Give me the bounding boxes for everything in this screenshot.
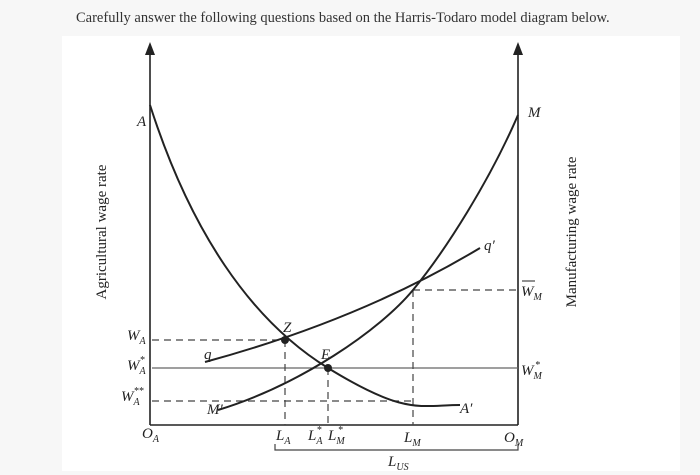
label: LM* [327,425,345,447]
label: WM [521,284,543,303]
label-part: A [133,397,141,408]
label-part: A [315,436,323,447]
label: M′ [206,402,223,418]
label: WA* [127,355,147,377]
label-part: L [403,430,412,446]
label-part: A [152,434,160,445]
guides [152,289,519,451]
label: M [527,105,542,121]
label-part: W [127,358,141,374]
arrow [145,42,155,55]
point-z [281,336,289,344]
label: LM [403,430,421,449]
label-part: O [504,430,515,446]
label: A′ [459,401,473,417]
label: q′ [484,238,496,254]
label: LUS [387,454,409,473]
label-part: * [316,425,321,436]
label-part: L [327,428,336,444]
label-part: W [121,389,135,405]
curve-mm [217,114,519,411]
label-part: W [521,284,535,300]
label-part: M [514,438,524,449]
label-part: L [307,428,316,444]
question: Carefully answer the following questions… [76,10,610,26]
label-part: M [533,371,543,382]
label-part: M [411,438,421,449]
label-part: US [396,462,408,473]
label-part: M [335,436,345,447]
label: OM [504,430,524,449]
label-part: W [127,328,141,344]
label-part: A [139,366,147,377]
label-part: * [535,360,540,371]
right-axis-title: Manufacturing wage rate [564,156,580,307]
label: WA [127,328,147,347]
label-part: M [533,292,543,303]
label-part: * [338,425,343,436]
label: LA* [307,425,323,447]
left-axis-title: Agricultural wage rate [94,164,110,299]
label-part: A [139,336,147,347]
label-part: * [140,355,145,366]
label: Z [283,320,292,336]
label: WA** [121,386,144,408]
label: OA [142,426,160,445]
label-part: W [521,363,535,379]
diagram-area [62,36,680,471]
label: q [204,347,212,363]
label-part: ** [134,386,144,397]
label: WM* [521,360,543,382]
bracket [274,444,519,451]
curve-aa [149,104,461,408]
axes [145,42,523,426]
curve-qq [204,247,481,363]
point-e [324,364,332,372]
label-part: L [387,454,396,470]
label: A [136,114,147,130]
label: LA [275,428,291,447]
label-part: L [275,428,284,444]
label-part: O [142,426,153,442]
label-part: A [283,436,291,447]
label: E [320,347,330,363]
arrow [513,42,523,55]
